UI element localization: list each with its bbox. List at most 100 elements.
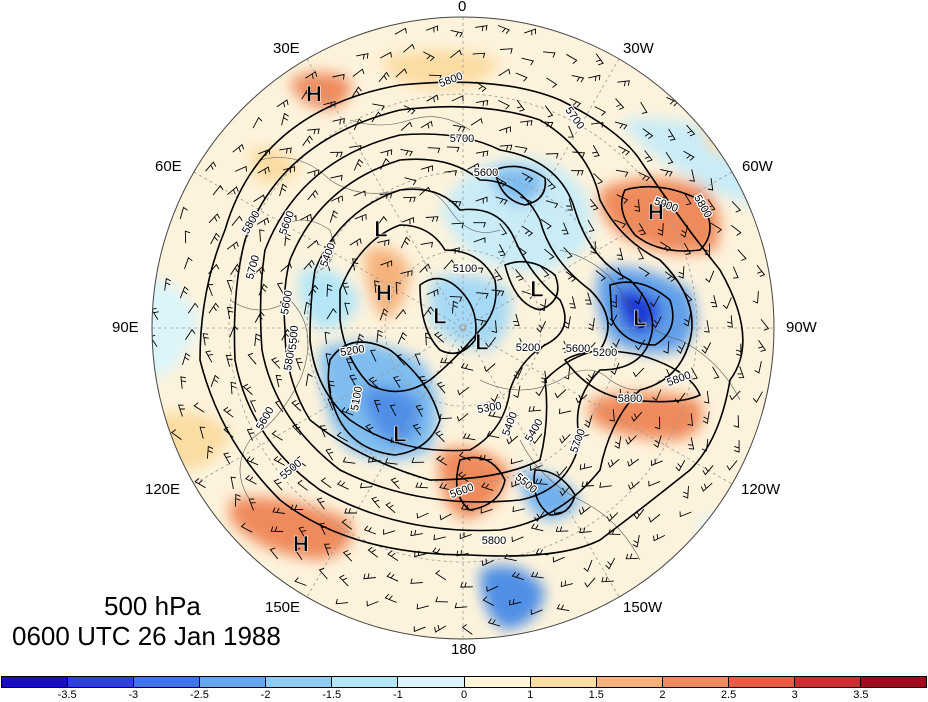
wind-barb [449,295,463,302]
wind-barb [710,295,718,308]
longitude-label-90w: 90W [786,319,817,336]
wind-barb [566,53,578,64]
wind-barb [363,525,377,535]
wind-barb [210,232,220,245]
wind-barb [324,331,331,345]
wind-barb [515,269,524,281]
wind-barb [379,308,389,321]
wind-barb [625,553,639,560]
wind-barb [269,547,279,560]
wind-barb [679,511,692,518]
wind-barb [488,410,501,418]
wind-barb [291,400,302,412]
wind-barb [423,306,434,317]
wind-barb [665,152,674,165]
longitude-label-120e: 120E [145,481,181,498]
wind-barb [498,244,506,257]
wind-barb [475,100,489,107]
wind-barb [354,213,367,221]
wind-barb [247,352,257,365]
wind-barb [704,243,711,257]
wind-barb [452,124,466,132]
wind-barb [616,194,629,204]
wind-barb [368,376,379,389]
wind-barb [584,415,593,428]
wind-barb [524,28,537,36]
wind-barb [427,147,441,154]
wind-barb [182,352,191,366]
colorbar-swatch [134,677,201,687]
wind-barb [281,112,289,126]
longitude-label-150w: 150W [623,599,663,616]
wind-barb [386,572,399,582]
wind-barb [411,457,425,463]
wind-barb [486,430,500,439]
wind-barb [397,332,407,344]
wind-barb [657,223,664,236]
wind-barb [614,436,622,449]
wind-barb [341,518,353,530]
wind-barb [584,292,592,305]
wind-barb [579,527,592,534]
wind-barb [704,320,710,333]
wind-barb [404,177,417,186]
wind-barb [180,376,187,389]
wind-barb [540,219,552,230]
wind-barb [540,265,550,278]
high-pressure-center: H [293,532,309,557]
wind-barb [290,504,304,511]
wind-barb [307,169,320,177]
wind-barb [415,404,424,417]
low-pressure-center: L [633,306,646,331]
wind-barb [617,267,624,280]
wind-barb [235,493,241,507]
wind-barb [290,330,300,343]
wind-barb [410,578,423,584]
colorbar-swatch [2,677,69,687]
wind-barb [752,391,763,403]
wind-barb [372,103,385,111]
wind-barb [634,199,641,212]
wind-barb [521,57,535,66]
contour-label: 5600 [279,289,295,315]
wind-barb [482,596,495,606]
wind-barb [481,482,494,492]
wind-barb [230,381,237,395]
wind-barb [609,409,615,422]
wind-barb [568,125,574,138]
wind-barb [617,80,630,87]
wind-barb [376,215,388,227]
wind-barb [487,618,501,627]
wind-barb [489,394,499,406]
anomaly-field [152,17,774,639]
wind-barb [325,448,334,461]
wind-barb [356,53,369,60]
colorbar-tick-label: -3 [128,689,139,701]
wind-barb [611,294,617,308]
wind-barb [307,128,320,135]
wind-barb [531,433,543,445]
wind-barb [414,353,421,366]
wind-barb [652,389,662,402]
wind-barb [335,598,349,605]
wind-barb [344,508,357,514]
wind-barb [648,514,661,523]
wind-barb [242,383,253,395]
longitude-label-60e: 60E [155,158,182,175]
wind-barb [336,431,349,442]
wind-barb [353,158,364,171]
wind-barb [569,97,582,108]
wind-barb [680,225,689,238]
wind-barb [543,51,556,58]
wind-barb [589,198,599,211]
wind-barb [384,458,398,465]
wind-barb [367,546,379,558]
wind-barb [592,144,600,157]
wind-barb [199,426,206,439]
wind-barb [700,482,713,492]
wind-barb [436,381,446,394]
wind-barb [555,526,569,532]
wind-barb [588,318,595,331]
wind-barb [703,390,710,404]
wind-barb [486,535,499,541]
